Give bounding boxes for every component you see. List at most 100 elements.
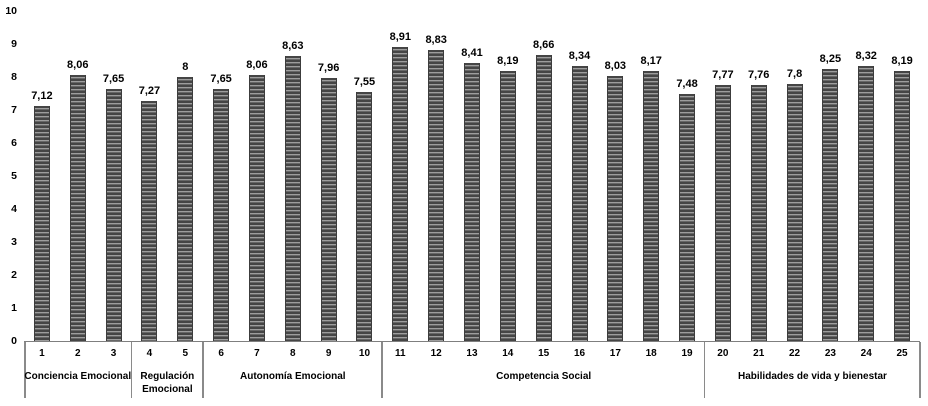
x-axis-tick-label: 19 [681,348,693,359]
x-axis-tick-label: 12 [430,348,442,359]
x-axis-tick-label: 4 [146,348,153,359]
bar-17 [607,76,624,341]
bar-value-label: 8,19 [497,55,519,67]
bar-value-label: 7,65 [210,73,232,85]
bar-value-label: 8,66 [532,39,555,51]
y-axis-tick-label: 5 [11,170,17,182]
x-axis-tick-label: 8 [290,348,296,359]
group-separator [130,342,133,398]
x-axis-tick-label: 5 [182,348,189,359]
bar-value-label: 8,32 [855,50,877,62]
x-axis-tick-label: 18 [645,348,657,359]
y-axis-tick-label: 10 [5,5,17,17]
bar-24 [858,66,875,341]
y-axis-tick-label: 0 [11,335,17,347]
x-axis-tick-label: 15 [538,348,550,359]
group-label-line: Autonomía Emocional [240,371,346,382]
bar-value-label: 8,17 [640,55,662,67]
y-axis-tick-label: 2 [11,269,17,281]
y-axis-tick-label: 9 [11,38,17,50]
bar-6 [213,89,230,341]
bar-19 [679,94,696,341]
bar-value-label: 7,12 [31,90,53,102]
bar-4 [141,101,158,341]
bar-value-label: 8,34 [568,50,591,62]
bar-value-label: 8,19 [891,55,913,67]
bar-value-label: 7,65 [102,73,125,85]
bar-value-label: 7,8 [786,68,803,80]
group-separator [202,342,204,398]
x-axis-tick-label: 17 [609,348,621,359]
bar-18 [643,71,660,341]
bar-value-label: 8,06 [246,59,268,71]
x-axis-tick-label: 10 [358,348,371,359]
x-axis-tick-label: 7 [254,348,260,359]
bar-5 [177,77,194,341]
bar-value-label: 8,63 [282,40,304,52]
group-separator [703,342,706,398]
y-axis-tick-label: 1 [11,302,17,314]
bar-value-label: 8,83 [425,34,447,46]
group-separator [381,342,383,398]
group-separator [24,342,26,398]
x-axis-tick-label: 3 [110,348,117,359]
bar-22 [786,84,803,341]
x-axis-tick-label: 1 [39,348,45,359]
bar-13 [464,63,480,341]
x-axis-tick-label: 9 [325,348,332,359]
x-axis-tick-label: 16 [573,348,586,359]
group-separator [919,342,921,398]
group-label-line: Regulación [140,371,195,382]
bar-7 [248,75,265,341]
bar-21 [750,85,767,341]
bar-12 [428,50,445,341]
bar-20 [714,85,731,341]
bar-value-label: 7,77 [712,69,734,81]
x-axis-tick-label: 21 [753,348,765,359]
bar-15 [535,55,552,341]
bar-value-label: 8,06 [67,59,89,71]
bar-8 [284,56,301,341]
x-axis-tick-label: 23 [824,348,836,359]
bar-value-label: 7,76 [748,69,770,81]
group-label: Habilidades de vida y bienestar [705,371,920,384]
bar-1 [33,106,50,341]
bar-14 [499,71,516,341]
plot-area: 7,12 8,06 7,65 7,27 8 7,65 8,06 8,63 7,96 7,55 8,9… [31,31,913,341]
bar-value-label: 8,03 [604,60,627,72]
x-axis-tick-label: 11 [395,348,406,359]
bar-value-label: 8,41 [461,47,483,59]
x-axis-area: 1 2 3 4 5 6 7 8 9 10 11 12 13 14 15 16 17 18 19 20 21 22 23 24 2… [24,341,921,399]
x-axis-tick-label: 2 [74,348,81,359]
y-axis-tick-label: 3 [11,236,17,248]
x-axis-tick-label: 22 [788,348,801,359]
bar-value-label: 7,48 [676,78,698,90]
bar-23 [822,69,839,341]
group-label: Autonomía Emocional [203,371,382,384]
bar-value-label: 8 [182,61,189,73]
bar-value-label: 7,55 [353,76,376,88]
x-axis-tick-label: 14 [502,348,514,359]
bar-11 [392,47,409,341]
x-axis-tick-label: 13 [466,348,478,359]
bar-value-label: 7,27 [138,85,161,97]
x-axis-tick-label: 20 [717,348,729,359]
group-label: Conciencia Emocional [24,371,132,384]
y-axis-tick-label: 7 [11,104,17,116]
y-axis-tick-label: 6 [11,137,17,149]
group-label-line: Emocional [142,383,193,395]
x-axis-tick-label: 25 [896,348,908,359]
x-axis-tick-label: 24 [860,348,872,359]
group-label: Regulación Emocional [132,371,204,396]
y-axis-tick-label: 8 [11,71,17,83]
bar-value-label: 8,25 [819,53,842,65]
bar-10 [356,92,373,341]
bar-25 [894,71,911,341]
x-axis-tick-label: 6 [218,348,224,359]
group-label: Competencia Social [382,371,705,384]
bar-value-label: 8,91 [389,31,412,43]
group-label-line: Habilidades de vida y bienestar [737,371,887,382]
group-label-line: Competencia Social [496,371,592,382]
bar-3 [105,89,122,341]
